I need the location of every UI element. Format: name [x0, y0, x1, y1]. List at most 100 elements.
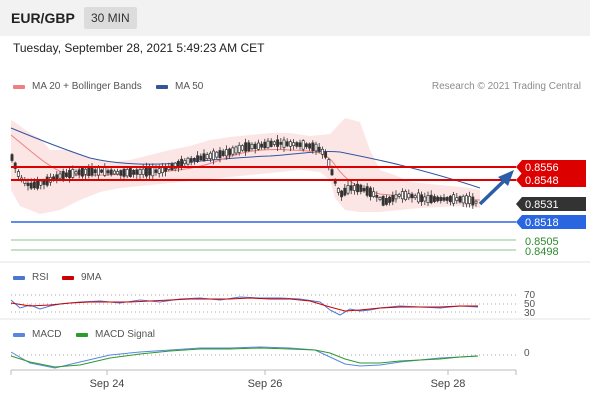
timeframe-button[interactable]: 30 MIN	[84, 7, 137, 29]
copyright: Research © 2021 Trading Central	[431, 81, 581, 92]
candle-body	[282, 139, 286, 148]
price-tag-resistance-2	[516, 173, 586, 187]
candle-body	[471, 196, 475, 206]
candle-body	[304, 143, 308, 148]
target-label-2: 0.8498	[525, 246, 559, 258]
rsi-swatch-icon	[13, 275, 25, 280]
candle-body	[368, 187, 372, 197]
candle-body	[109, 169, 113, 175]
candle-body	[80, 167, 84, 177]
candle-body	[324, 151, 328, 158]
candle-body	[327, 159, 331, 167]
candle-body	[212, 150, 216, 160]
candle-body	[202, 153, 206, 162]
price-tag-label: 0.8518	[525, 217, 559, 229]
price-tag-label: 0.8548	[525, 175, 559, 187]
candle-body	[135, 169, 139, 175]
price-tag-resistance-1	[516, 160, 586, 174]
candle-body	[173, 162, 177, 170]
legend-ma20: MA 20 + Bollinger Bands	[13, 81, 142, 92]
candle-body	[359, 184, 363, 192]
candle-body	[32, 181, 36, 189]
candle-body	[39, 180, 43, 186]
ma20-swatch-icon	[13, 84, 25, 89]
candle-body	[71, 169, 75, 178]
candle-body	[400, 191, 404, 200]
candle-body	[260, 143, 264, 148]
timestamp: Tuesday, September 28, 2021 5:49:23 AM C…	[13, 41, 265, 55]
legend-rsi-label: RSI	[32, 272, 49, 283]
ma50-line	[10, 127, 481, 189]
legend-ma9-label: 9MA	[81, 272, 102, 283]
legend-ma9: 9MA	[62, 272, 102, 283]
candle-body	[336, 187, 340, 193]
candle-body	[256, 142, 260, 150]
toolbar: EUR/GBP 30 MIN	[0, 0, 590, 36]
legend-macd: MACD	[13, 329, 61, 340]
candle-body	[244, 142, 248, 152]
candle-body	[208, 152, 212, 159]
candle-body	[330, 169, 334, 176]
candle-body	[196, 155, 200, 162]
candle-body	[288, 141, 292, 147]
candle-body	[141, 168, 145, 175]
candle-body	[445, 197, 449, 201]
candle-body	[442, 197, 446, 201]
x-label: Sep 26	[248, 378, 283, 390]
macd-swatch-icon	[13, 332, 25, 337]
candle-body	[247, 142, 251, 152]
candle-body	[378, 197, 382, 200]
candle-body	[84, 168, 88, 175]
legend-macd-signal: MACD Signal	[76, 329, 155, 340]
candle-body	[391, 195, 395, 202]
candle-body	[352, 185, 356, 191]
candle-body	[218, 150, 222, 158]
forecast-arrow-head-icon	[498, 170, 514, 186]
legend-macd-signal-label: MACD Signal	[95, 329, 156, 340]
candle-body	[154, 169, 158, 173]
candle-body	[423, 196, 427, 202]
legend-rsi: RSI	[13, 272, 49, 283]
candle-body	[106, 170, 110, 174]
candle-body	[16, 171, 20, 177]
candle-body	[250, 143, 254, 150]
candle-body	[375, 194, 379, 198]
candle-body	[10, 154, 14, 161]
candle-body	[221, 150, 225, 156]
candle-body	[317, 146, 321, 152]
candle-body	[458, 196, 462, 203]
ma9-swatch-icon	[62, 275, 74, 280]
candle-body	[237, 144, 241, 153]
candle-body	[356, 183, 360, 193]
candle-body	[119, 170, 123, 176]
candle-body	[372, 191, 376, 197]
candle-body	[413, 195, 417, 199]
macd-signal-swatch-icon	[76, 332, 88, 337]
candle-body	[224, 149, 228, 157]
rsi-label-50: 50	[524, 299, 536, 310]
candle-body	[116, 171, 120, 175]
candle-body	[128, 168, 132, 177]
candle-body	[394, 194, 398, 200]
x-label: Sep 24	[90, 378, 125, 390]
candle-body	[266, 140, 270, 149]
candle-body	[365, 186, 369, 196]
rsi-label-30: 30	[524, 308, 536, 319]
candle-body	[452, 194, 456, 204]
candle-body	[64, 172, 68, 177]
candle-body	[461, 195, 465, 204]
price-tag-label: 0.8556	[525, 162, 559, 174]
candle-body	[74, 171, 78, 175]
candle-body	[228, 148, 232, 156]
candle-body	[90, 167, 94, 176]
candle-body	[436, 196, 440, 202]
candle-body	[407, 193, 411, 199]
candle-body	[199, 155, 203, 161]
candle-body	[455, 197, 459, 201]
candle-body	[132, 169, 136, 175]
candle-body	[474, 200, 478, 204]
candle-body	[362, 188, 366, 192]
candle-body	[189, 158, 193, 163]
candle-body	[148, 167, 152, 176]
